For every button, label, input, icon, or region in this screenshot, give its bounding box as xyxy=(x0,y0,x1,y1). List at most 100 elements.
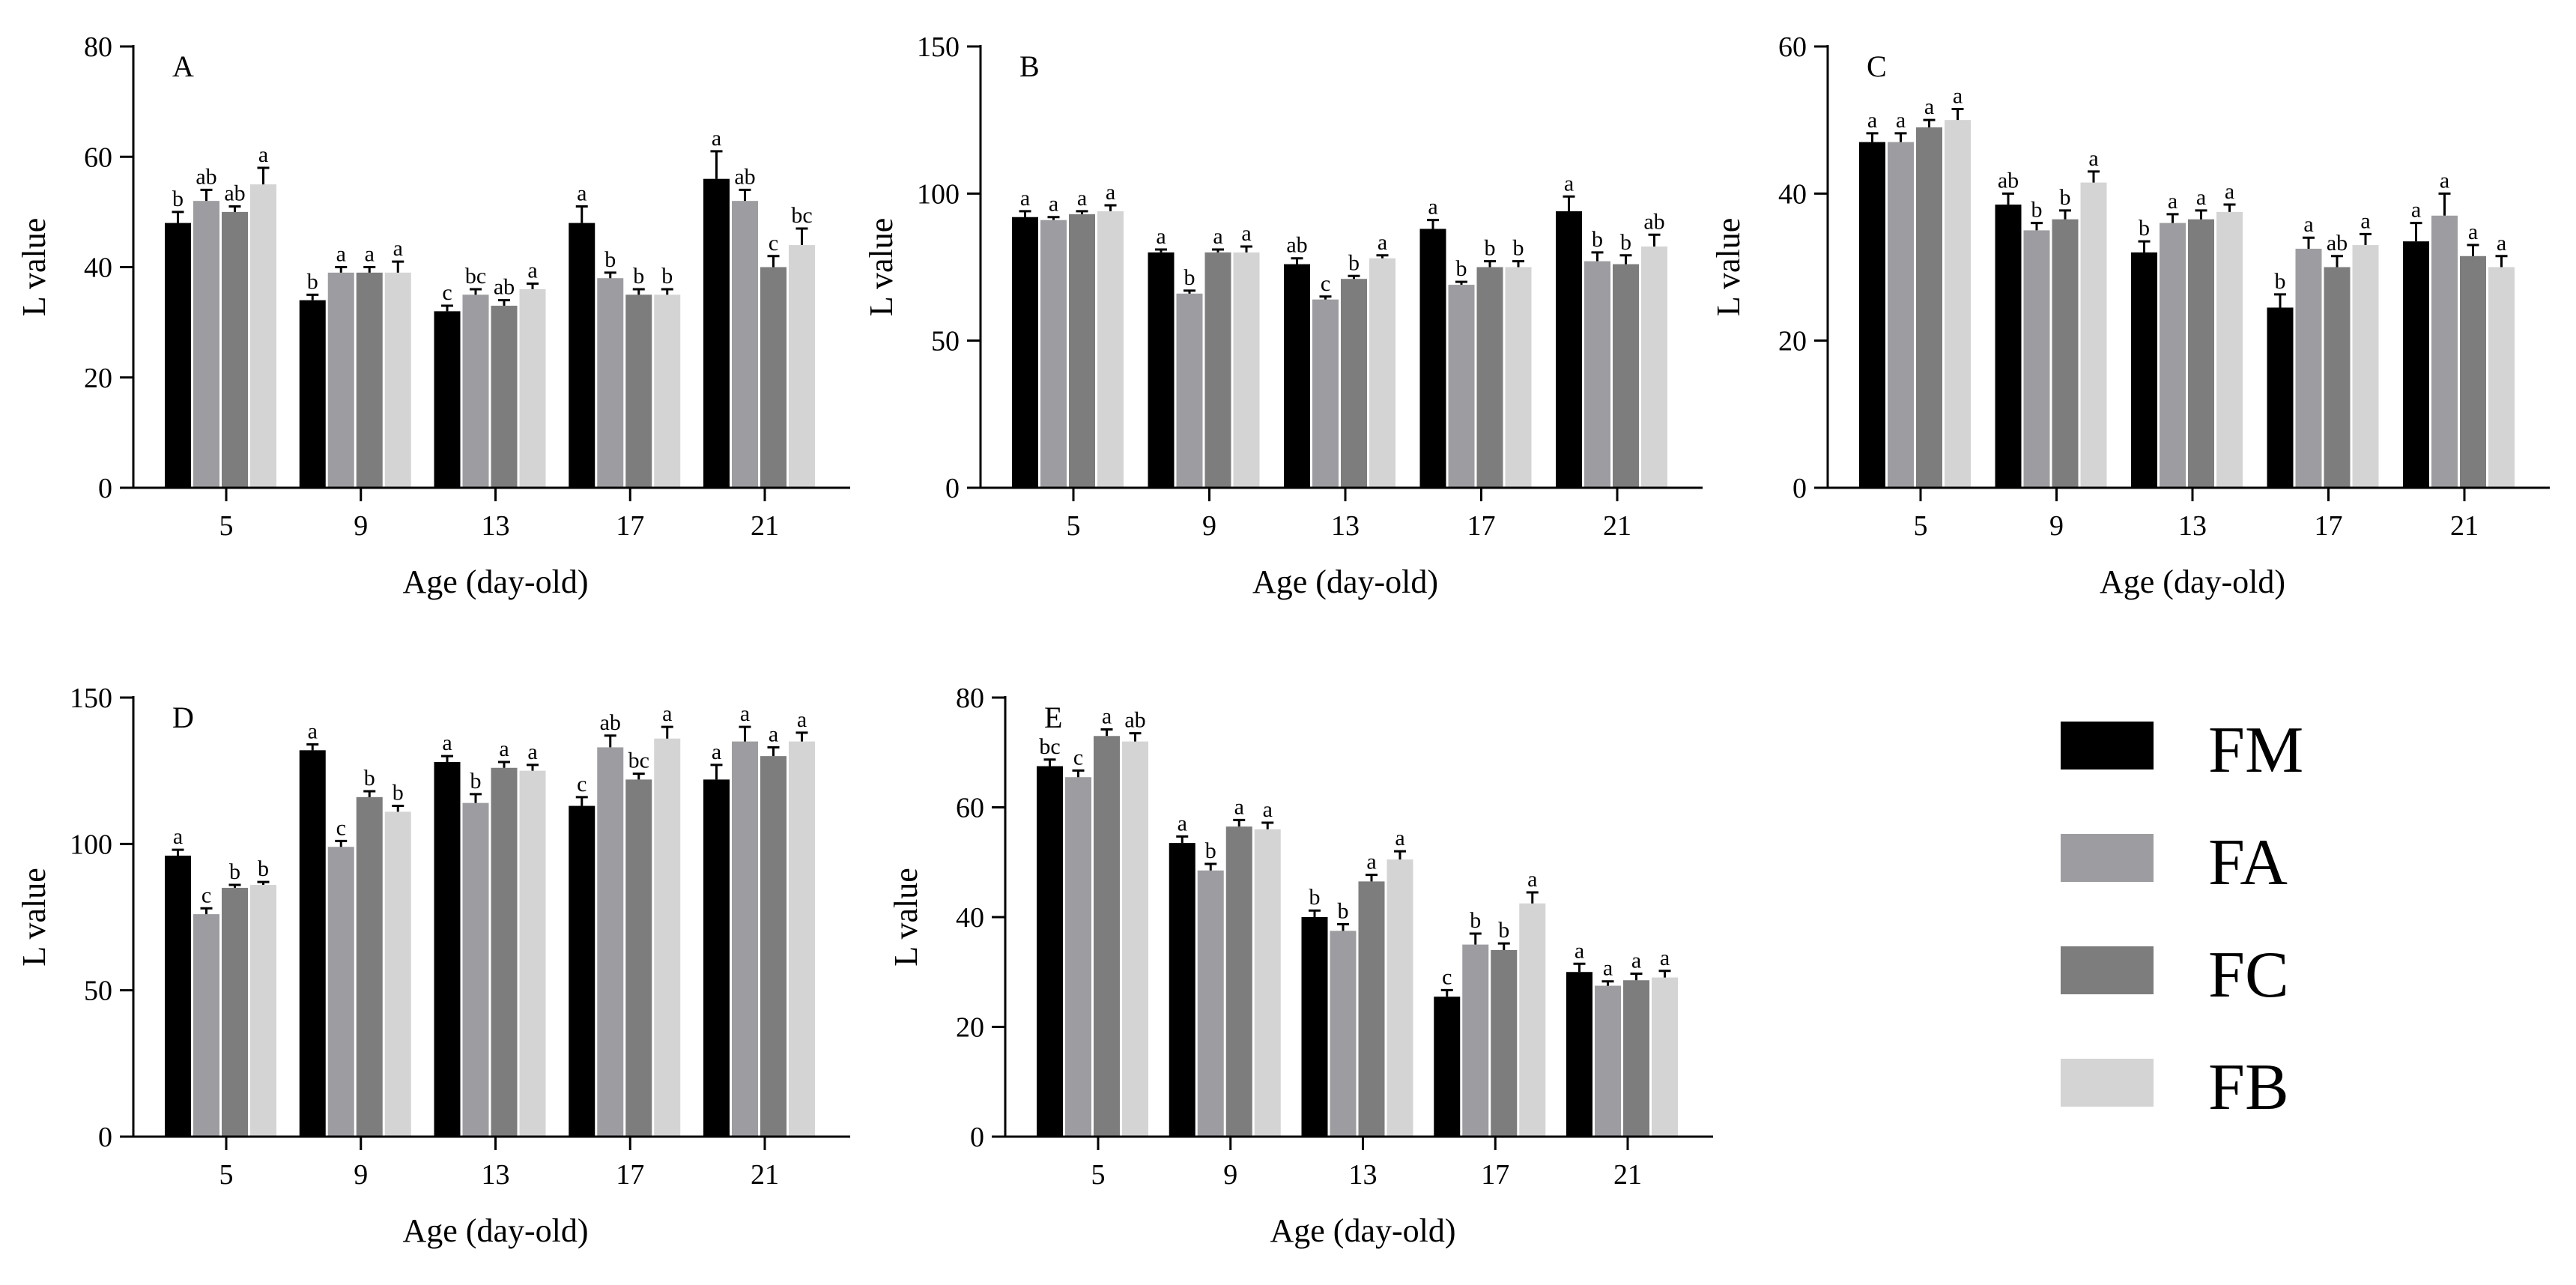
sig-label-e-fb-9: a xyxy=(1263,797,1273,822)
sig-label-d-fb-13: a xyxy=(527,740,537,764)
x-tick-label-c-17: 17 xyxy=(2315,510,2343,542)
bar-c-fc-17 xyxy=(2324,267,2351,488)
x-tick-label-b-5: 5 xyxy=(1067,510,1081,542)
sig-label-a-fb-17: b xyxy=(661,264,673,288)
sig-label-e-fc-21: a xyxy=(1631,948,1641,973)
bar-c-fa-9 xyxy=(2023,230,2050,488)
bar-a-fa-21 xyxy=(732,201,758,488)
sig-label-b-fc-13: b xyxy=(1348,250,1360,275)
bar-d-fa-21 xyxy=(732,741,758,1137)
error-bar-a-fb-21 xyxy=(795,227,808,246)
error-bar-c-fm-9 xyxy=(2002,192,2014,205)
bar-e-fa-9 xyxy=(1197,870,1224,1137)
bar-a-fc-21 xyxy=(760,267,787,488)
sig-label-d-fb-21: a xyxy=(797,707,807,732)
bar-e-fc-5 xyxy=(1094,736,1120,1137)
sig-label-b-fm-17: a xyxy=(1428,195,1437,220)
error-bar-b-fc-17 xyxy=(1484,260,1496,267)
x-tick-label-c-21: 21 xyxy=(2450,510,2479,542)
error-bar-c-fa-5 xyxy=(1894,132,1907,142)
sig-label-d-fm-9: a xyxy=(308,719,318,744)
sig-label-b-fa-13: c xyxy=(1321,271,1330,296)
sig-label-a-fa-17: b xyxy=(604,247,616,272)
legend-swatch-fa xyxy=(2061,834,2154,882)
error-bar-b-fa-21 xyxy=(1591,251,1604,261)
error-bar-c-fm-17 xyxy=(2274,293,2286,308)
y-tick-label-c-40: 40 xyxy=(1778,178,1807,210)
legend-label-fb: FB xyxy=(2208,1051,2289,1124)
y-tick-label-c-20: 20 xyxy=(1778,326,1807,357)
error-bar-c-fa-9 xyxy=(2031,222,2043,231)
sig-label-c-fb-5: a xyxy=(1953,83,1963,108)
sig-label-a-fc-5: ab xyxy=(224,181,245,206)
error-bar-e-fc-9 xyxy=(1233,818,1246,827)
error-bar-b-fm-9 xyxy=(1155,248,1167,253)
error-bar-c-fm-13 xyxy=(2138,240,2151,253)
x-tick-label-b-21: 21 xyxy=(1603,510,1631,542)
sig-label-e-fm-9: a xyxy=(1178,811,1187,835)
error-bar-b-fa-5 xyxy=(1047,216,1060,220)
error-bar-a-fb-13 xyxy=(527,282,539,289)
sig-label-c-fa-17: a xyxy=(2303,212,2313,237)
sig-label-d-fa-17: ab xyxy=(600,710,621,735)
sig-label-b-fb-21: ab xyxy=(1643,209,1664,234)
sig-label-c-fc-13: a xyxy=(2196,185,2206,210)
bar-c-fb-5 xyxy=(1945,120,1971,488)
error-bar-d-fm-13 xyxy=(441,755,453,762)
error-bar-a-fm-5 xyxy=(172,211,184,223)
sig-label-d-fa-21: a xyxy=(740,701,750,726)
bar-c-fc-21 xyxy=(2460,256,2486,488)
y-axis-title-c: L value xyxy=(1710,218,1747,317)
error-bar-b-fb-5 xyxy=(1104,204,1117,211)
x-tick-label-c-5: 5 xyxy=(1914,510,1928,542)
sig-label-b-fm-13: ab xyxy=(1286,233,1307,258)
x-axis-title-d: Age (day-old) xyxy=(402,1212,588,1249)
error-bar-e-fa-13 xyxy=(1337,923,1349,931)
bar-b-fc-5 xyxy=(1069,214,1095,488)
bar-a-fc-13 xyxy=(491,306,518,488)
bar-c-fm-17 xyxy=(2267,307,2294,488)
error-bar-d-fm-21 xyxy=(710,764,723,780)
sig-label-a-fb-5: a xyxy=(258,142,268,167)
error-bar-e-fb-17 xyxy=(1526,891,1539,904)
bar-b-fb-13 xyxy=(1369,258,1395,488)
error-bar-a-fb-9 xyxy=(392,260,404,273)
bar-c-fa-21 xyxy=(2431,215,2458,488)
error-bar-e-fm-21 xyxy=(1573,962,1586,973)
bar-b-fb-9 xyxy=(1233,252,1260,488)
sig-label-d-fb-17: a xyxy=(662,701,672,726)
x-tick-label-a-9: 9 xyxy=(354,510,368,542)
error-bar-b-fm-21 xyxy=(1563,195,1575,211)
error-bar-e-fb-9 xyxy=(1261,821,1274,829)
error-bar-b-fc-13 xyxy=(1348,274,1360,279)
bar-e-fc-13 xyxy=(1358,881,1385,1137)
sig-label-b-fm-5: a xyxy=(1020,186,1030,211)
error-bar-b-fm-13 xyxy=(1291,257,1303,264)
error-bar-a-fa-21 xyxy=(739,188,751,202)
sig-label-b-fc-5: a xyxy=(1077,186,1087,211)
bar-d-fb-9 xyxy=(384,811,411,1137)
sig-label-c-fb-9: a xyxy=(2088,146,2098,171)
sig-label-a-fc-21: c xyxy=(769,231,778,256)
error-bar-d-fm-17 xyxy=(575,796,588,806)
x-tick-label-e-9: 9 xyxy=(1223,1159,1237,1191)
bar-a-fb-17 xyxy=(654,294,681,488)
sig-label-b-fa-21: b xyxy=(1592,227,1603,252)
bar-a-fa-5 xyxy=(193,201,219,488)
y-tick-label-b-150: 150 xyxy=(917,31,960,63)
error-bar-e-fc-21 xyxy=(1630,972,1643,981)
y-tick-label-a-20: 20 xyxy=(84,363,112,394)
bar-a-fm-21 xyxy=(703,178,730,488)
x-tick-label-d-17: 17 xyxy=(616,1159,644,1191)
y-tick-label-a-40: 40 xyxy=(84,253,112,284)
sig-label-e-fc-17: b xyxy=(1498,918,1509,943)
sig-label-c-fa-13: a xyxy=(2168,189,2178,214)
bar-d-fb-21 xyxy=(789,741,815,1137)
error-bar-e-fm-13 xyxy=(1309,909,1321,917)
sig-label-d-fc-13: a xyxy=(499,737,509,761)
error-bar-a-fm-9 xyxy=(306,293,319,300)
legend-swatch-fm xyxy=(2061,722,2154,770)
error-bar-e-fa-17 xyxy=(1469,932,1482,945)
bar-e-fm-9 xyxy=(1169,843,1195,1137)
